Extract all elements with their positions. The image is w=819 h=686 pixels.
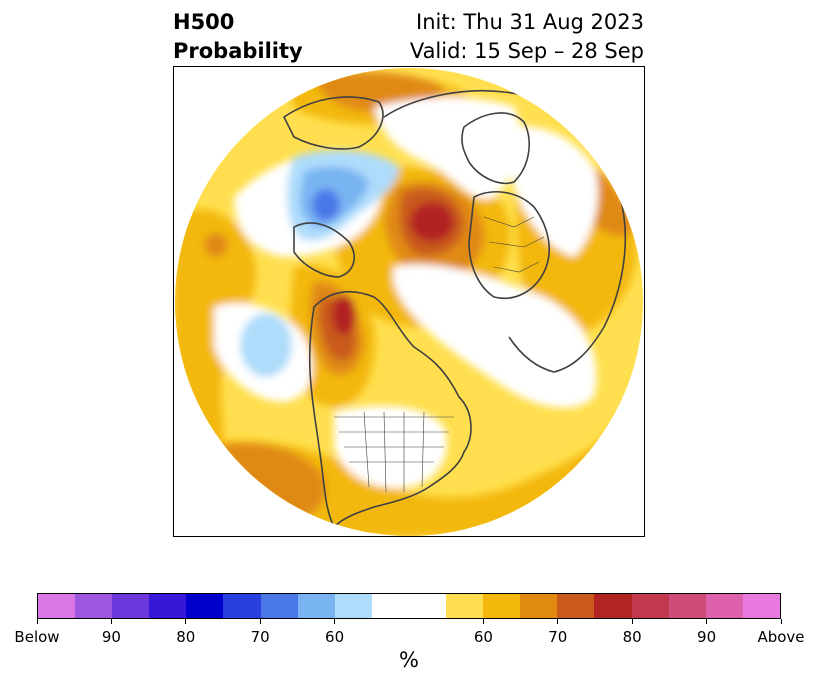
white-zone-se <box>393 264 597 408</box>
colorbar-segment <box>668 594 706 618</box>
colorbar-tick-label: 60 <box>473 628 493 646</box>
colorbar-segment <box>223 594 261 618</box>
colorbar-segment <box>186 594 224 618</box>
lightblue-zone-pacific <box>240 313 292 377</box>
colorbar-tick-mark <box>482 619 484 624</box>
colorbar-tick-mark <box>36 619 38 624</box>
coastline-europe <box>468 191 550 299</box>
blue-zone-nw <box>312 189 340 221</box>
map-frame <box>173 66 645 537</box>
colorbar-segment <box>705 594 743 618</box>
colorbar-segment <box>149 594 187 618</box>
colorbar-segment <box>483 594 521 618</box>
colorbar-tick-mark <box>334 619 336 624</box>
colorbar-tick-mark <box>557 619 559 624</box>
colorbar-tick-label: Below <box>14 628 60 646</box>
colorbar <box>37 593 781 619</box>
colorbar-segment <box>260 594 298 618</box>
coastline-alaska <box>293 222 355 278</box>
red-zone-center <box>410 202 454 242</box>
colorbar-tick-mark <box>259 619 261 624</box>
probability-map <box>175 68 643 536</box>
colorbar-tick-mark <box>110 619 112 624</box>
chart-title: H500 Probability <box>173 8 303 66</box>
colorbar-segment <box>446 594 484 618</box>
colorbar-segment <box>297 594 335 618</box>
title-variable: H500 <box>173 10 235 34</box>
colorbar-tick-label: 90 <box>697 628 717 646</box>
colorbar-segment <box>557 594 595 618</box>
colorbar-segment <box>520 594 558 618</box>
colorbar-tick-label: Above <box>757 628 805 646</box>
colorbar-tick-label: 60 <box>325 628 345 646</box>
colorbar-segment <box>112 594 150 618</box>
colorbar-tick-mark <box>631 619 633 624</box>
white-zone-north <box>374 97 522 200</box>
colorbar-tick-label: 80 <box>622 628 642 646</box>
borders-europe <box>483 216 545 273</box>
colorbar-tick-label: 90 <box>101 628 121 646</box>
coastline-north-america <box>308 291 472 528</box>
title-subtitle: Probability <box>173 39 303 63</box>
colorbar-tick-label: 80 <box>176 628 196 646</box>
init-date: Init: Thu 31 Aug 2023 <box>416 10 644 34</box>
valid-date-range: Valid: 15 Sep – 28 Sep <box>409 39 644 63</box>
chart-dates: Init: Thu 31 Aug 2023 Valid: 15 Sep – 28… <box>410 8 644 66</box>
colorbar-segment <box>631 594 669 618</box>
coastline-greenland <box>461 112 530 184</box>
colorbar-segment <box>334 594 372 618</box>
state-borders-us <box>334 411 454 493</box>
colorbar-segment <box>594 594 632 618</box>
colorbar-tick-label: 70 <box>548 628 568 646</box>
colorbar-tick-mark <box>780 619 782 624</box>
colorbar-segment <box>371 594 447 618</box>
colorbar-tick-label: 70 <box>250 628 270 646</box>
colorbar-units-label: % <box>399 648 419 672</box>
colorbar-tick-mark <box>706 619 708 624</box>
colorbar-segment <box>38 594 76 618</box>
colorbar-tick-mark <box>185 619 187 624</box>
darkorange-spot-west <box>204 233 228 257</box>
colorbar-segment <box>742 594 780 618</box>
coastline-asia-north <box>283 96 384 150</box>
colorbar-segment <box>75 594 113 618</box>
red-zone-mid <box>332 295 356 335</box>
